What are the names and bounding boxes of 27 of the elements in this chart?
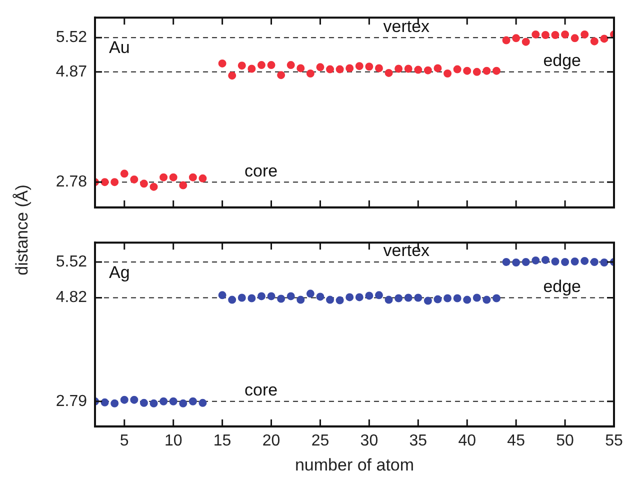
x-tick-label: 50 — [556, 432, 574, 450]
ref-line-label: edge — [543, 276, 582, 296]
x-tick-label: 45 — [507, 432, 526, 450]
y-tick-label: 5.52 — [56, 29, 88, 46]
ref-line-label: core — [244, 161, 278, 180]
x-tick-label: 30 — [360, 432, 378, 450]
y-tick-label: 4.82 — [56, 289, 88, 306]
x-tick-label: 40 — [458, 432, 476, 450]
x-tick-label: 10 — [164, 432, 182, 450]
ref-line-label: core — [244, 380, 278, 400]
x-tick-label: 35 — [409, 432, 428, 450]
y-tick-label: 5.52 — [56, 253, 88, 270]
ref-line-label: edge — [543, 51, 582, 70]
annotation: Au — [109, 38, 130, 57]
x-tick-label: 20 — [262, 432, 280, 450]
y-axis-title: distance (Å) — [12, 184, 32, 276]
ref-line-label: vertex — [383, 241, 430, 260]
x-tick-label: 5 — [120, 432, 129, 450]
x-tick-label: 55 — [605, 432, 623, 450]
x-tick-label: 15 — [213, 432, 232, 450]
x-axis-title: number of atom — [294, 455, 414, 474]
annotation: Ag — [109, 262, 130, 282]
y-tick-label: 2.78 — [56, 174, 88, 190]
y-tick-label: 2.79 — [56, 392, 88, 410]
ref-line-label: vertex — [383, 16, 430, 36]
x-tick-label: 25 — [311, 432, 330, 450]
y-tick-label: 4.87 — [56, 63, 88, 80]
